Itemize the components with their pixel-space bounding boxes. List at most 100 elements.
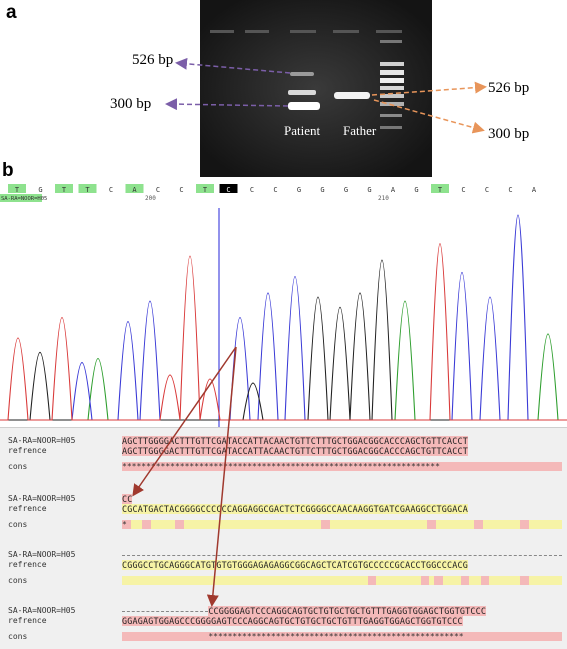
cons-mismatch-mark <box>520 520 530 529</box>
alignment-cons-name: cons <box>8 520 28 529</box>
right-label-300bp: 300 bp <box>488 126 530 142</box>
trace-t <box>0 243 567 421</box>
cons-mismatch-mark <box>420 576 430 585</box>
base-call-letter: C <box>179 186 183 194</box>
alignment-cons-bar <box>122 520 562 529</box>
cons-mismatch-mark <box>460 576 470 585</box>
base-call-box <box>313 184 332 193</box>
alignment-ref-seq: AGCTTGGGGACTTTGTTCGATACCATTACAACTGTTCTTT… <box>122 446 468 456</box>
cons-mismatch-mark <box>480 576 490 585</box>
patient-band-faint <box>288 90 316 95</box>
base-call-box <box>525 184 543 193</box>
alignment-cons-stars: ****************************************… <box>122 462 440 471</box>
gel-well <box>210 30 234 33</box>
cons-mismatch-mark <box>122 520 131 529</box>
alignment-sample-seq: CC <box>122 494 133 504</box>
ladder-band <box>380 102 404 106</box>
alignment-cons-bar <box>122 632 562 641</box>
base-call-letter: G <box>297 186 301 194</box>
ladder-band <box>380 62 404 66</box>
base-call-letter: C <box>109 186 113 194</box>
alignment-sample-name: SA-RA=NOOR=H05 <box>8 494 76 503</box>
gel-image: Patient Father <box>200 0 432 177</box>
base-call-box <box>196 184 214 193</box>
base-call-box <box>431 184 449 193</box>
base-call-letter: C <box>156 186 160 194</box>
alignment-sample-name: SA-RA=NOOR=H05 <box>8 436 76 445</box>
base-call-box <box>172 184 191 193</box>
alignment-gap <box>122 555 562 557</box>
alignment-cons-stars: * <box>122 520 127 529</box>
alignment-sample-seq: CCGGGGAGTCCCAGGCAGTGCTGTGCTGCTGTTTGAGGTG… <box>208 606 487 616</box>
base-call-letter: C <box>250 186 254 194</box>
base-call-box <box>149 184 167 193</box>
cons-mismatch-mark <box>141 520 151 529</box>
left-label-526bp: 526 bp <box>132 52 174 68</box>
patient-band-526 <box>290 72 314 76</box>
base-call-letter: G <box>320 186 324 194</box>
trace-a <box>0 300 567 421</box>
base-call-box <box>102 184 120 193</box>
trace-c <box>0 214 567 421</box>
base-call-letter: G <box>414 186 418 194</box>
gel-bands <box>200 0 432 177</box>
position-label: 200 <box>145 195 156 202</box>
base-call-box <box>384 184 402 193</box>
base-call-box <box>243 184 261 193</box>
alignment-cons-stars: ****************************************… <box>208 632 464 641</box>
gel-well <box>333 30 359 33</box>
base-call-box <box>360 184 379 193</box>
cons-mismatch-mark <box>434 576 443 585</box>
trace-g <box>0 259 567 421</box>
alignment-ref-seq: GGAGAGTGGAGCCCGGGGAGTCCCAGGCAGTGCTGTGCTG… <box>122 616 463 626</box>
cons-mismatch-mark <box>367 576 377 585</box>
sample-tag-box <box>0 194 42 202</box>
left-label-300bp: 300 bp <box>110 96 152 112</box>
base-call-letter: T <box>85 186 90 194</box>
base-call-box <box>219 184 238 193</box>
alignment-panel: SA-RA=NOOR=H05 refrence cons AGCTTGGGGACTTT… <box>0 427 567 649</box>
base-call-letter: T <box>203 186 208 194</box>
base-call-box <box>407 184 426 193</box>
cons-mismatch-mark <box>321 520 330 529</box>
base-call-letter: C <box>226 186 230 194</box>
alignment-sample-name: SA-RA=NOOR=H05 <box>8 606 76 615</box>
ladder-band <box>380 126 402 129</box>
base-call-box <box>478 184 496 193</box>
base-call-box <box>290 184 308 193</box>
base-call-letter: C <box>508 186 512 194</box>
alignment-cons-name: cons <box>8 576 28 585</box>
right-label-526bp: 526 bp <box>488 80 530 96</box>
base-call-letter: C <box>273 186 277 194</box>
gel-well <box>290 30 316 33</box>
alignment-sample-name: SA-RA=NOOR=H05 <box>8 550 76 559</box>
cons-gap-mark <box>122 632 209 641</box>
cons-mismatch-mark <box>175 520 184 529</box>
alignment-sample-seq: AGCTTGGGGACTTTGTTCGATACCATTACAACTGTTCTTT… <box>122 436 468 446</box>
base-call-box <box>55 184 73 193</box>
alignment-cons-name: cons <box>8 632 28 641</box>
chromatogram-trace: T G T T C A C C T C C C G G G G A G T C C C A SA-RA=NOOR=H05 200… <box>0 182 567 427</box>
base-call-letter: G <box>367 186 371 194</box>
alignment-ref-name: refrence <box>8 616 47 625</box>
cons-mismatch-mark <box>427 520 437 529</box>
gel-well <box>245 30 269 33</box>
lane-label-father: Father <box>343 123 377 138</box>
base-call-letter: T <box>438 186 443 194</box>
cons-mismatch-mark <box>473 520 483 529</box>
alignment-ref-name: refrence <box>8 504 47 513</box>
alignment-cons-name: cons <box>8 462 28 471</box>
father-band-526 <box>334 92 370 99</box>
base-call-letter: A <box>391 186 396 194</box>
base-call-letter: A <box>132 186 137 194</box>
sample-tag: SA-RA=NOOR=H05 <box>1 196 47 202</box>
base-call-box <box>501 184 520 193</box>
alignment-cons-bar <box>122 576 562 585</box>
alignment-gap <box>122 611 208 613</box>
base-call-letter: G <box>38 186 42 194</box>
ladder-band <box>380 94 404 98</box>
base-call-box <box>8 184 26 193</box>
lane-label-patient: Patient <box>284 123 321 138</box>
chromatogram: T G T T C A C C T C C C G G G G A G T C C C A SA-RA=NOOR=H05 200… <box>0 182 567 427</box>
patient-band-300 <box>288 102 320 110</box>
